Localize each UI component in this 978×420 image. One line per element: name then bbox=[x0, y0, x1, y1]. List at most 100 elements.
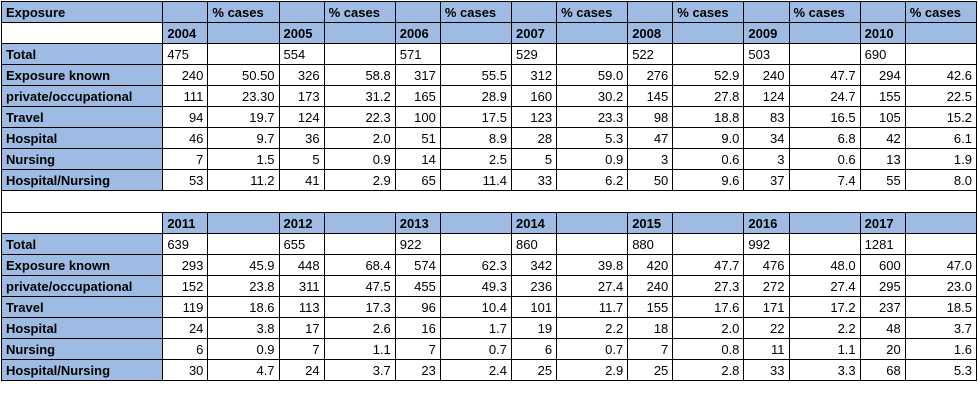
pct-cell: 45.9 bbox=[207, 254, 280, 276]
count-cell: 5 bbox=[510, 148, 558, 170]
year-header-blank bbox=[207, 22, 280, 44]
count-cell: 41 bbox=[278, 169, 325, 191]
row-label: Hospital bbox=[0, 127, 164, 149]
pct-cell: 18.8 bbox=[672, 106, 745, 128]
pct-cell: 2.6 bbox=[323, 317, 396, 339]
count-cell: 17 bbox=[278, 317, 325, 339]
count-cell: 123 bbox=[510, 106, 558, 128]
count-cell: 237 bbox=[859, 296, 906, 318]
count-cell: 420 bbox=[627, 254, 674, 276]
pct-cell: 4.7 bbox=[207, 359, 280, 381]
pct-cell: 9.6 bbox=[672, 169, 745, 191]
row-label: private/occupational bbox=[0, 85, 164, 107]
year-header: 2012 bbox=[278, 212, 325, 234]
pct-cases-header: % cases bbox=[788, 1, 861, 23]
count-cell: 3 bbox=[743, 148, 790, 170]
table-row: Nursing 6 0.9 7 1.1 7 0.7 6 0.7 7 0.8 11 1.1 20 1.6 bbox=[0, 338, 978, 360]
pct-cell: 3.7 bbox=[323, 359, 396, 381]
total-value: 639 bbox=[162, 233, 209, 255]
pct-cell: 62.3 bbox=[439, 254, 512, 276]
pct-cell: 0.9 bbox=[556, 148, 629, 170]
header-blank-cell bbox=[859, 1, 906, 23]
total-pct-blank bbox=[323, 43, 396, 65]
table-row: Hospital 46 9.7 36 2.0 51 8.9 28 5.3 47 9.0 34 6.8 42… bbox=[0, 127, 978, 149]
row-label: Exposure known bbox=[0, 64, 164, 86]
count-cell: 160 bbox=[510, 85, 558, 107]
total-value: 880 bbox=[627, 233, 674, 255]
pct-cell: 7.4 bbox=[788, 169, 861, 191]
count-cell: 33 bbox=[743, 359, 790, 381]
pct-cell: 58.8 bbox=[323, 64, 396, 86]
year-header: 2015 bbox=[627, 212, 674, 234]
year-header-blank bbox=[788, 22, 861, 44]
pct-cell: 2.9 bbox=[556, 359, 629, 381]
count-cell: 20 bbox=[859, 338, 906, 360]
pct-cell: 2.8 bbox=[672, 359, 745, 381]
year-header-blank bbox=[788, 212, 861, 234]
table-row: Nursing 7 1.5 5 0.9 14 2.5 5 0.9 3 0.6 3 0.6 13 1.9 bbox=[0, 148, 978, 170]
pct-cell: 23.0 bbox=[904, 275, 978, 297]
year-header: 2006 bbox=[394, 22, 441, 44]
pct-cell: 27.8 bbox=[672, 85, 745, 107]
count-cell: 55 bbox=[859, 169, 906, 191]
count-cell: 65 bbox=[394, 169, 441, 191]
year-header-blank bbox=[556, 22, 629, 44]
pct-cell: 18.6 bbox=[207, 296, 280, 318]
pct-cell: 0.8 bbox=[672, 338, 745, 360]
pct-cell: 23.3 bbox=[556, 106, 629, 128]
row-label: Hospital/Nursing bbox=[0, 359, 164, 381]
count-cell: 37 bbox=[743, 169, 790, 191]
count-cell: 7 bbox=[278, 338, 325, 360]
row-label: Travel bbox=[0, 296, 164, 318]
row-label: Hospital bbox=[0, 317, 164, 339]
count-cell: 124 bbox=[278, 106, 325, 128]
count-cell: 50 bbox=[627, 169, 674, 191]
pct-cell: 0.7 bbox=[556, 338, 629, 360]
pct-cell: 50.50 bbox=[207, 64, 280, 86]
pct-cell: 59.0 bbox=[556, 64, 629, 86]
count-cell: 36 bbox=[278, 127, 325, 149]
year-header-blank bbox=[672, 212, 745, 234]
pct-cell: 23.30 bbox=[207, 85, 280, 107]
header-blank-cell bbox=[278, 1, 325, 23]
total-pct-blank bbox=[672, 233, 745, 255]
pct-cell: 1.7 bbox=[439, 317, 512, 339]
count-cell: 98 bbox=[627, 106, 674, 128]
total-value: 522 bbox=[627, 43, 674, 65]
pct-cell: 47.5 bbox=[323, 275, 396, 297]
pct-cell: 55.5 bbox=[439, 64, 512, 86]
pct-cell: 9.7 bbox=[207, 127, 280, 149]
table-row: private/occupational 152 23.8 311 47.5 455 49.… bbox=[0, 275, 978, 297]
total-value: 655 bbox=[278, 233, 325, 255]
pct-cell: 31.2 bbox=[323, 85, 396, 107]
pct-cell: 11.7 bbox=[556, 296, 629, 318]
pct-cases-header: % cases bbox=[672, 1, 745, 23]
pct-cell: 27.3 bbox=[672, 275, 745, 297]
pct-cell: 0.9 bbox=[323, 148, 396, 170]
year-header: 2014 bbox=[510, 212, 558, 234]
year-row: 2004 2005 2006 2007 2008 2009 2010 bbox=[0, 22, 978, 44]
pct-cell: 17.2 bbox=[788, 296, 861, 318]
year-header-blank bbox=[556, 212, 629, 234]
count-cell: 165 bbox=[394, 85, 441, 107]
row-label: Travel bbox=[0, 106, 164, 128]
count-cell: 25 bbox=[510, 359, 558, 381]
year-header-blank bbox=[207, 212, 280, 234]
pct-cell: 17.5 bbox=[439, 106, 512, 128]
pct-cell: 10.4 bbox=[439, 296, 512, 318]
spacer-row bbox=[1, 190, 977, 213]
count-cell: 312 bbox=[510, 64, 558, 86]
count-cell: 600 bbox=[859, 254, 906, 276]
count-cell: 276 bbox=[627, 64, 674, 86]
table-row: Travel 94 19.7 124 22.3 100 17.5 123 23.3 98 18.8 8… bbox=[0, 106, 978, 128]
count-cell: 574 bbox=[394, 254, 441, 276]
count-cell: 240 bbox=[627, 275, 674, 297]
table-row: Hospital/Nursing 30 4.7 24 3.7 23 2.4 25 2.9 25 2.… bbox=[0, 359, 978, 381]
count-cell: 155 bbox=[627, 296, 674, 318]
count-cell: 6 bbox=[510, 338, 558, 360]
count-cell: 42 bbox=[859, 127, 906, 149]
pct-cell: 27.4 bbox=[788, 275, 861, 297]
year-header-blank bbox=[439, 212, 512, 234]
pct-cell: 23.8 bbox=[207, 275, 280, 297]
spacer-cell bbox=[1, 190, 977, 213]
